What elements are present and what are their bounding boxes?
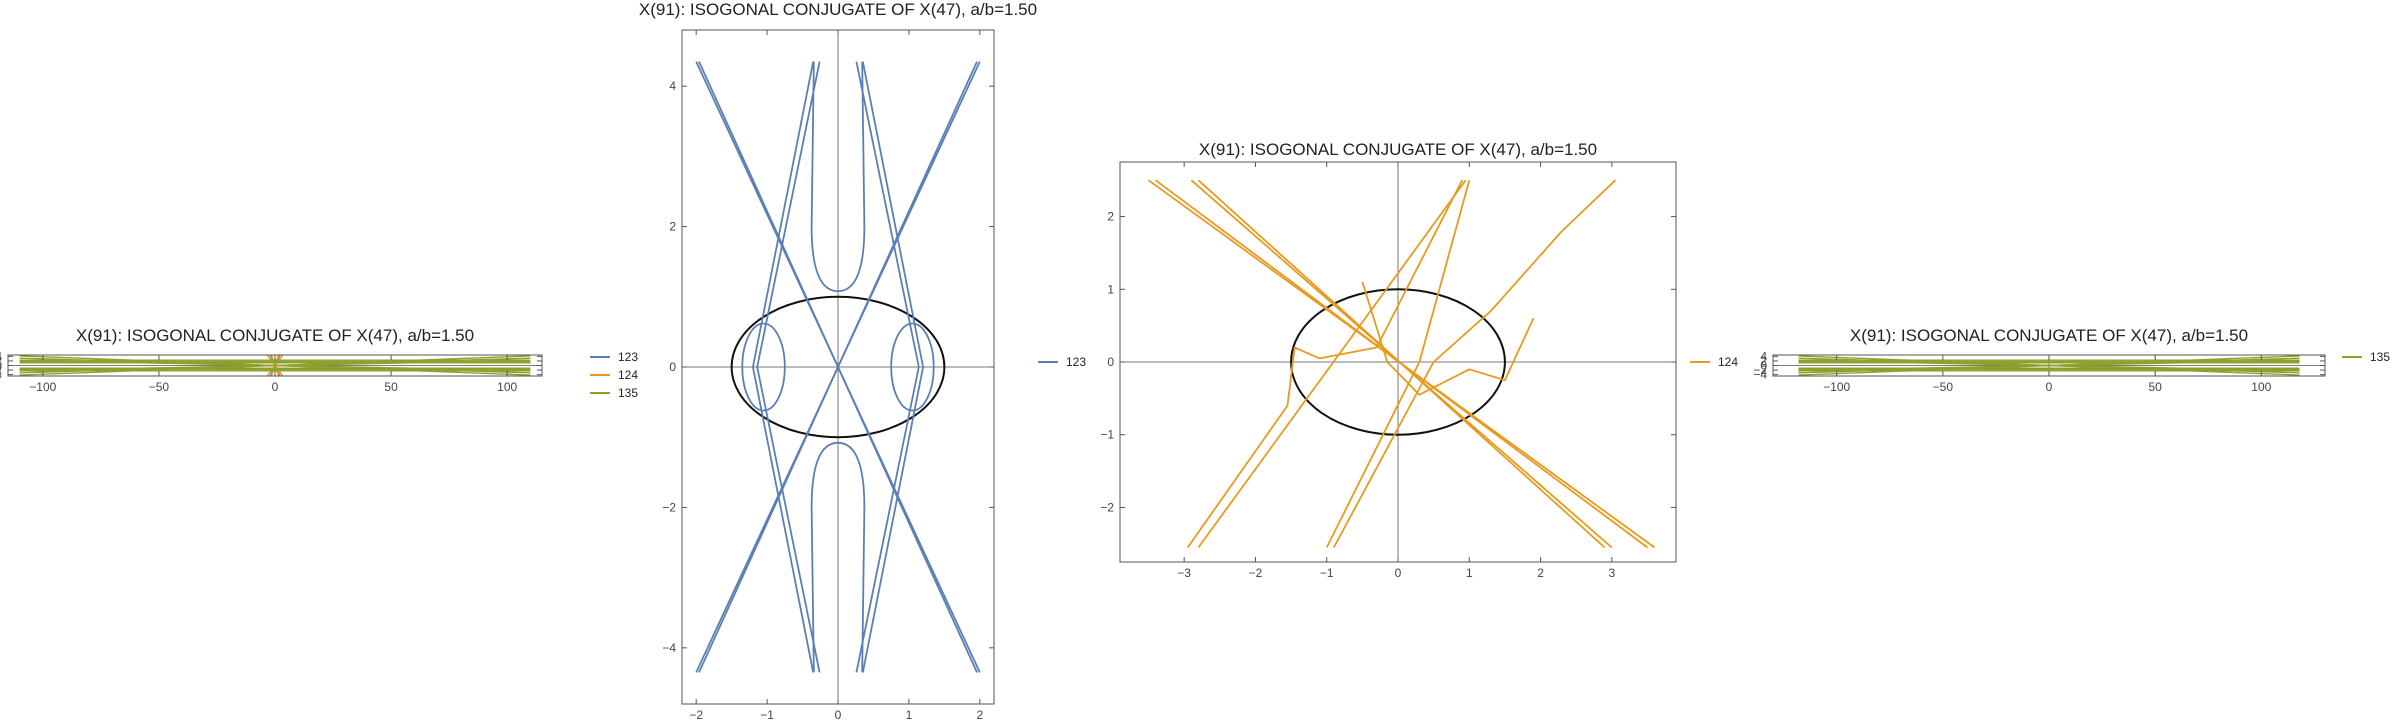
plot-area (1773, 355, 2325, 376)
series-123-branch (810, 441, 866, 673)
x-tick-label: −2 (689, 708, 703, 722)
series-123-oval (890, 322, 935, 412)
chart-p3: X(91): ISOGONAL CONJUGATE OF X(47), a/b=… (1100, 140, 1738, 580)
chart-p4: X(91): ISOGONAL CONJUGATE OF X(47), a/b=… (1753, 326, 2390, 394)
series-123-curve (861, 61, 924, 673)
plot-area (1120, 162, 1676, 562)
x-tick-label: 50 (384, 380, 398, 394)
chart-title: X(91): ISOGONAL CONJUGATE OF X(47), a/b=… (639, 0, 1037, 19)
x-tick-label: 100 (497, 380, 517, 394)
x-tick-label: 1 (1466, 566, 1473, 580)
y-tick-label: −1 (1100, 428, 1114, 442)
x-tick-label: −100 (1823, 380, 1850, 394)
x-tick-label: 100 (2251, 380, 2271, 394)
series-124-curve (1197, 179, 1606, 549)
y-tick-label: 2 (1107, 210, 1114, 224)
y-tick-label: −4 (0, 368, 2, 382)
series-124-curve (1333, 179, 1617, 548)
reference-ellipse (730, 295, 946, 439)
y-tick-label: 0 (1107, 355, 1114, 369)
y-tick-label: 0 (669, 360, 676, 374)
x-tick-label: 0 (272, 380, 279, 394)
y-tick-label: −4 (662, 641, 676, 655)
legend-label: 124 (618, 368, 638, 382)
y-tick-label: −4 (1753, 368, 1767, 382)
series-123-curve (756, 61, 821, 673)
series-124-curve (1197, 179, 1467, 549)
x-tick-label: 50 (2148, 380, 2162, 394)
y-tick-label: 0 (0, 359, 2, 373)
legend-label: 123 (1066, 355, 1086, 369)
series-135-curve (1798, 355, 2300, 376)
y-tick-label: 1 (1107, 282, 1114, 296)
plot-area (8, 355, 542, 376)
x-tick-label: −50 (1933, 380, 1954, 394)
chart-p1: X(91): ISOGONAL CONJUGATE OF X(47), a/b=… (0, 326, 638, 400)
x-tick-label: −2 (1249, 566, 1263, 580)
x-tick-label: −50 (149, 380, 170, 394)
y-tick-label: −2 (1100, 500, 1114, 514)
x-tick-label: −1 (1320, 566, 1334, 580)
x-tick-label: 0 (835, 708, 842, 722)
y-tick-label: 0 (1760, 359, 1767, 373)
legend-label: 135 (2370, 350, 2390, 364)
x-tick-label: −1 (760, 708, 774, 722)
y-tick-label: −2 (0, 363, 2, 377)
y-tick-label: 4 (1760, 349, 1767, 363)
reference-ellipse (1290, 288, 1506, 436)
x-tick-label: 0 (2046, 380, 2053, 394)
y-tick-label: −2 (1753, 363, 1767, 377)
series-123-branch (810, 61, 866, 293)
chart-p2: X(91): ISOGONAL CONJUGATE OF X(47), a/b=… (639, 0, 1086, 722)
y-tick-label: 4 (669, 79, 676, 93)
x-tick-label: 3 (1609, 566, 1616, 580)
series-124-curve (1186, 179, 1464, 549)
series-123-curve (855, 61, 920, 673)
y-tick-label: 4 (0, 349, 2, 363)
y-tick-label: 2 (669, 220, 676, 234)
y-tick-label: 2 (0, 354, 2, 368)
series-123-curve (698, 61, 978, 673)
chart-title: X(91): ISOGONAL CONJUGATE OF X(47), a/b=… (1850, 326, 2248, 345)
x-tick-label: −100 (29, 380, 56, 394)
chart-title: X(91): ISOGONAL CONJUGATE OF X(47), a/b=… (1199, 140, 1597, 159)
x-tick-label: 2 (976, 708, 983, 722)
x-tick-label: 0 (1395, 566, 1402, 580)
series-124-curve (1361, 281, 1535, 396)
legend-label: 123 (618, 350, 638, 364)
series-135-curve (19, 355, 531, 376)
legend-label: 124 (1718, 355, 1738, 369)
x-tick-label: 2 (1537, 566, 1544, 580)
y-tick-label: −2 (662, 500, 676, 514)
chart-title: X(91): ISOGONAL CONJUGATE OF X(47), a/b=… (76, 326, 474, 345)
plot-area (682, 30, 994, 704)
x-tick-label: 1 (906, 708, 913, 722)
series-123-curve (752, 61, 815, 673)
y-tick-label: 2 (1760, 354, 1767, 368)
series-124-curve (1325, 179, 1471, 548)
x-tick-label: −3 (1177, 566, 1191, 580)
legend-label: 135 (618, 386, 638, 400)
series-123-oval (741, 322, 786, 412)
